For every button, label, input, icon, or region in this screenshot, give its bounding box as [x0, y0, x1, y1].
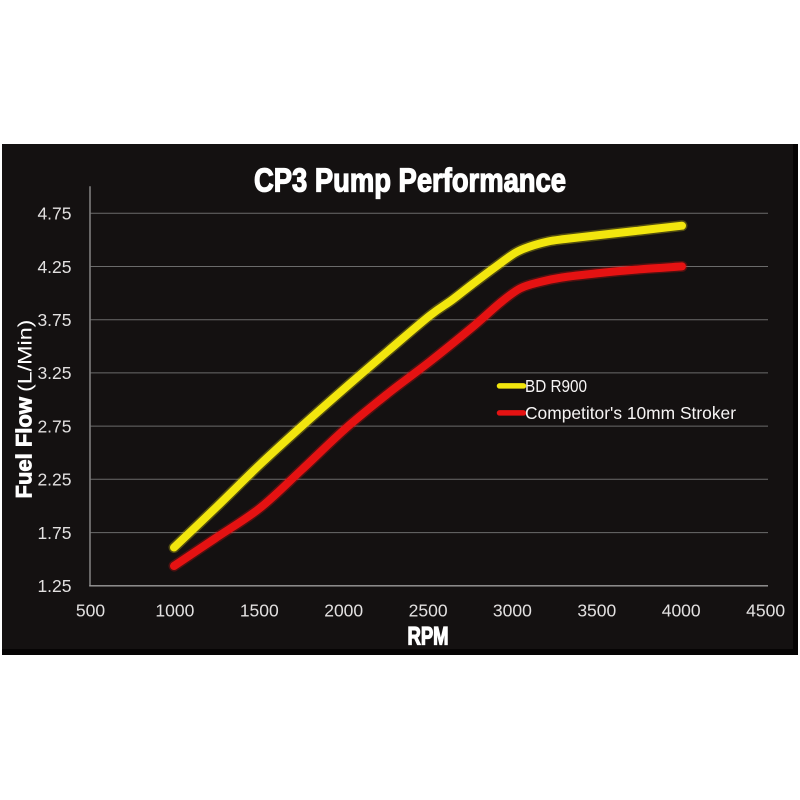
- svg-text:4.75: 4.75: [37, 204, 71, 224]
- svg-text:2000: 2000: [324, 601, 363, 621]
- svg-text:4500: 4500: [746, 601, 785, 621]
- svg-text:4000: 4000: [662, 601, 701, 621]
- svg-text:RPM: RPM: [408, 623, 449, 651]
- svg-text:3500: 3500: [577, 601, 616, 621]
- svg-text:2500: 2500: [409, 601, 448, 621]
- svg-text:4.25: 4.25: [37, 257, 71, 277]
- svg-text:CP3 Pump Performance: CP3 Pump Performance: [254, 162, 566, 199]
- svg-text:1000: 1000: [155, 601, 194, 621]
- svg-text:3000: 3000: [493, 601, 532, 621]
- svg-text:1.75: 1.75: [37, 523, 71, 543]
- svg-text:3.75: 3.75: [37, 310, 71, 330]
- svg-text:2.75: 2.75: [37, 416, 71, 436]
- svg-text:BD R900: BD R900: [525, 376, 587, 396]
- svg-text:1500: 1500: [240, 601, 279, 621]
- svg-text:2.25: 2.25: [37, 470, 71, 490]
- svg-text:3.25: 3.25: [37, 363, 71, 383]
- svg-text:Competitor's 10mm Stroker: Competitor's 10mm Stroker: [525, 403, 736, 423]
- svg-text:1.25: 1.25: [37, 576, 71, 596]
- svg-text:Fuel Flow(L/Min): Fuel Flow(L/Min): [12, 320, 37, 499]
- svg-text:500: 500: [76, 601, 105, 621]
